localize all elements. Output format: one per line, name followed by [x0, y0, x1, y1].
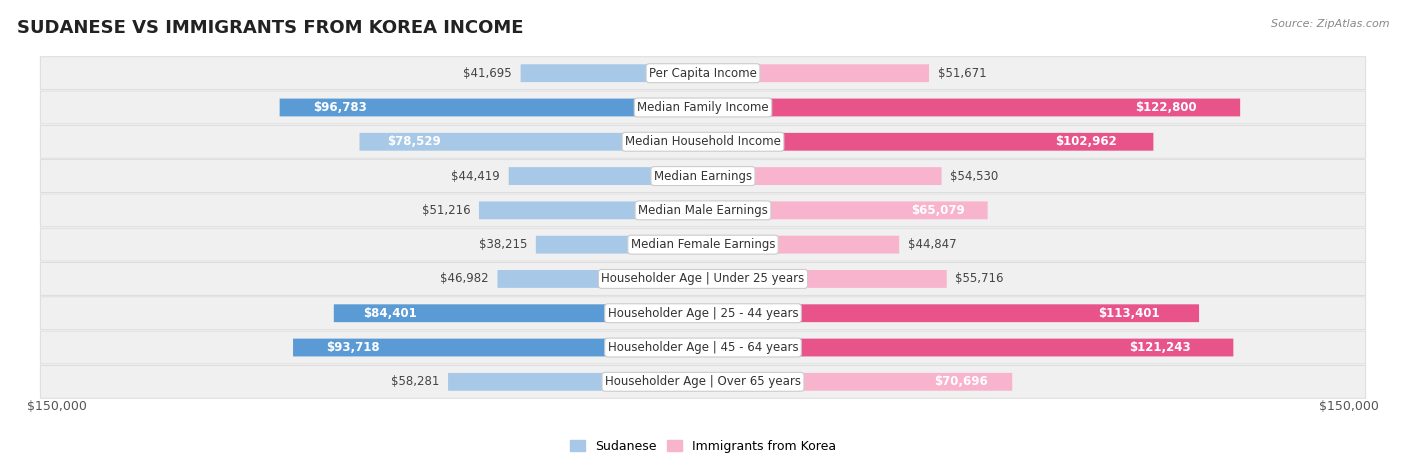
FancyBboxPatch shape	[703, 201, 987, 219]
Text: $55,716: $55,716	[956, 272, 1004, 285]
Text: $113,401: $113,401	[1098, 307, 1160, 320]
FancyBboxPatch shape	[41, 160, 1365, 192]
FancyBboxPatch shape	[41, 365, 1365, 398]
Text: $150,000: $150,000	[27, 400, 87, 413]
Text: Median Earnings: Median Earnings	[654, 170, 752, 183]
Text: $70,696: $70,696	[934, 375, 987, 389]
Text: Householder Age | Over 65 years: Householder Age | Over 65 years	[605, 375, 801, 389]
FancyBboxPatch shape	[333, 304, 703, 322]
Text: $84,401: $84,401	[363, 307, 418, 320]
FancyBboxPatch shape	[703, 339, 1233, 356]
Text: Source: ZipAtlas.com: Source: ZipAtlas.com	[1271, 19, 1389, 28]
Text: $46,982: $46,982	[440, 272, 489, 285]
Text: $44,847: $44,847	[908, 238, 956, 251]
FancyBboxPatch shape	[703, 167, 942, 185]
FancyBboxPatch shape	[536, 236, 703, 254]
FancyBboxPatch shape	[41, 297, 1365, 330]
FancyBboxPatch shape	[41, 125, 1365, 158]
FancyBboxPatch shape	[498, 270, 703, 288]
Text: $65,079: $65,079	[911, 204, 965, 217]
Text: Householder Age | 45 - 64 years: Householder Age | 45 - 64 years	[607, 341, 799, 354]
Text: $121,243: $121,243	[1129, 341, 1191, 354]
Text: $102,962: $102,962	[1056, 135, 1118, 148]
FancyBboxPatch shape	[703, 133, 1153, 151]
FancyBboxPatch shape	[479, 201, 703, 219]
Text: Per Capita Income: Per Capita Income	[650, 67, 756, 80]
Text: $41,695: $41,695	[463, 67, 512, 80]
FancyBboxPatch shape	[292, 339, 703, 356]
FancyBboxPatch shape	[703, 373, 1012, 391]
Text: $78,529: $78,529	[387, 135, 440, 148]
FancyBboxPatch shape	[703, 236, 900, 254]
FancyBboxPatch shape	[360, 133, 703, 151]
FancyBboxPatch shape	[703, 270, 946, 288]
FancyBboxPatch shape	[449, 373, 703, 391]
Text: $58,281: $58,281	[391, 375, 439, 389]
FancyBboxPatch shape	[41, 228, 1365, 261]
FancyBboxPatch shape	[41, 91, 1365, 124]
Text: $150,000: $150,000	[1319, 400, 1379, 413]
Text: $51,671: $51,671	[938, 67, 987, 80]
Text: Median Family Income: Median Family Income	[637, 101, 769, 114]
FancyBboxPatch shape	[280, 99, 703, 116]
FancyBboxPatch shape	[41, 194, 1365, 227]
Legend: Sudanese, Immigrants from Korea: Sudanese, Immigrants from Korea	[565, 435, 841, 458]
FancyBboxPatch shape	[41, 262, 1365, 296]
Text: $93,718: $93,718	[326, 341, 380, 354]
Text: Median Male Earnings: Median Male Earnings	[638, 204, 768, 217]
FancyBboxPatch shape	[41, 331, 1365, 364]
Text: $122,800: $122,800	[1136, 101, 1197, 114]
FancyBboxPatch shape	[703, 304, 1199, 322]
FancyBboxPatch shape	[703, 64, 929, 82]
FancyBboxPatch shape	[41, 57, 1365, 90]
Text: $96,783: $96,783	[314, 101, 367, 114]
Text: $54,530: $54,530	[950, 170, 998, 183]
Text: $44,419: $44,419	[451, 170, 501, 183]
Text: SUDANESE VS IMMIGRANTS FROM KOREA INCOME: SUDANESE VS IMMIGRANTS FROM KOREA INCOME	[17, 19, 523, 37]
FancyBboxPatch shape	[520, 64, 703, 82]
FancyBboxPatch shape	[509, 167, 703, 185]
Text: Median Female Earnings: Median Female Earnings	[631, 238, 775, 251]
Text: Householder Age | 25 - 44 years: Householder Age | 25 - 44 years	[607, 307, 799, 320]
Text: Median Household Income: Median Household Income	[626, 135, 780, 148]
Text: $38,215: $38,215	[478, 238, 527, 251]
Text: Householder Age | Under 25 years: Householder Age | Under 25 years	[602, 272, 804, 285]
FancyBboxPatch shape	[703, 99, 1240, 116]
Text: $51,216: $51,216	[422, 204, 470, 217]
